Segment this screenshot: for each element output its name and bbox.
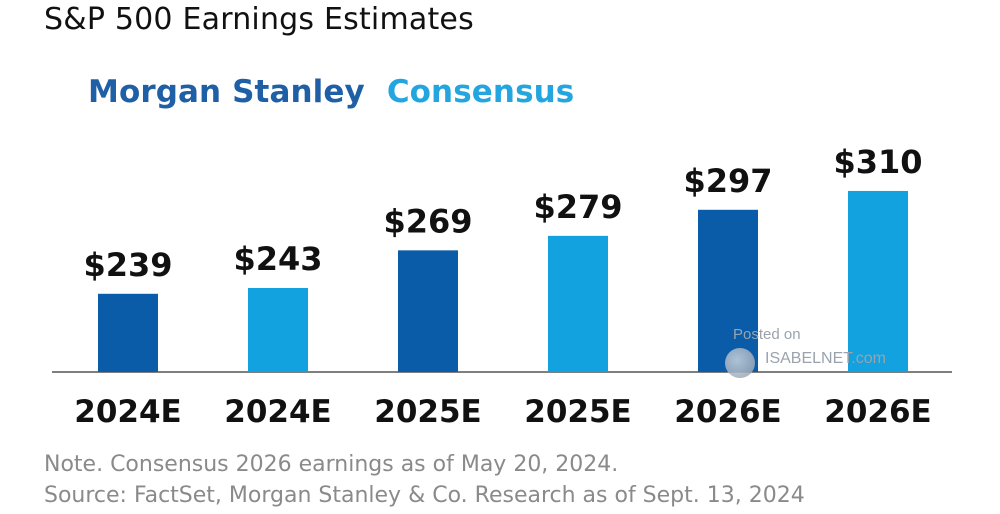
footnotes: Note. Consensus 2026 earnings as of May … [44, 449, 805, 511]
bar-consensus-1 [248, 288, 308, 372]
data-label-1: $243 [233, 240, 322, 278]
bar-morgan-stanley-2 [398, 250, 458, 372]
note-text: Note. Consensus 2026 earnings as of May … [44, 452, 619, 477]
x-tick-label-5: 2026E [824, 394, 931, 430]
data-label-0: $239 [83, 246, 172, 284]
legend-consensus: Consensus [386, 74, 575, 110]
data-label-5: $310 [833, 143, 922, 181]
bar-morgan-stanley-4 [698, 209, 758, 372]
x-tick-label-2: 2025E [374, 394, 481, 430]
bar-consensus-3 [548, 235, 608, 372]
chart-title: S&P 500 Earnings Estimates [44, 2, 474, 37]
x-tick-label-3: 2025E [524, 394, 631, 430]
legend-morgan-stanley: Morgan Stanley [88, 74, 365, 110]
source-text: Source: FactSet, Morgan Stanley & Co. Re… [44, 483, 805, 508]
x-tick-label-0: 2024E [74, 394, 181, 430]
data-label-3: $279 [533, 188, 622, 226]
watermark-line1: Posted on [733, 326, 801, 343]
legend: Morgan Stanley Consensus [88, 74, 574, 110]
bar-morgan-stanley-0 [98, 293, 158, 372]
data-label-4: $297 [683, 162, 772, 200]
watermark-line2: ISABELNET.com [765, 350, 886, 367]
data-label-2: $269 [383, 202, 472, 240]
watermark-logo-icon [725, 348, 755, 378]
x-tick-label-1: 2024E [224, 394, 331, 430]
x-tick-label-4: 2026E [674, 394, 781, 430]
bar-consensus-5 [848, 190, 908, 372]
bar-chart: $239 2024E $243 2024E $269 2025E $279 2025E $297… [52, 143, 952, 430]
